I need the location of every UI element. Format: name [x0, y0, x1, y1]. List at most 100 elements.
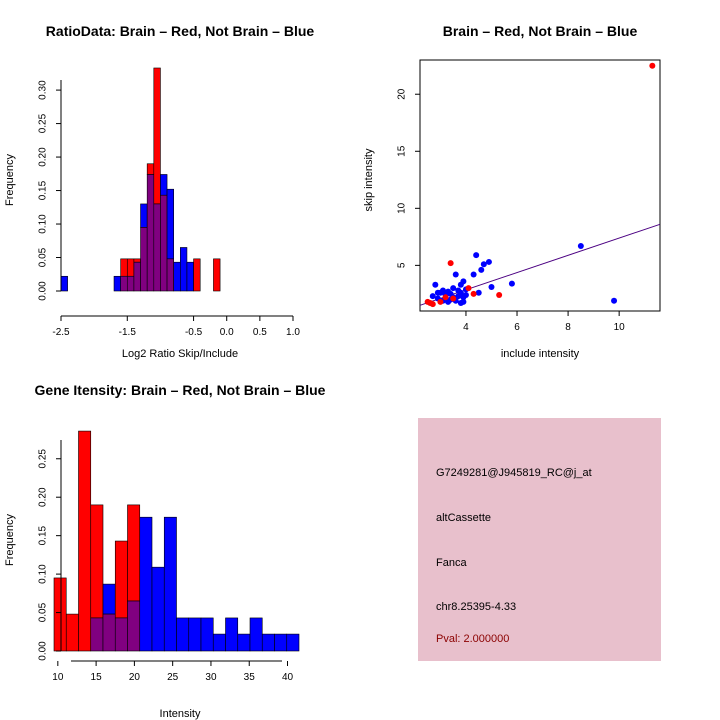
event-type-text: altCassette [436, 512, 491, 524]
probe-id-text: G7249281@J945819_RC@j_at [436, 467, 592, 479]
scatter-point-brain [450, 295, 457, 302]
scatter-point-brain [437, 298, 444, 305]
ratio-x-tick-label: -1.5 [119, 327, 137, 338]
gene-y-tick-label: 0.20 [38, 487, 49, 507]
ratio-y-tick-label: 0.15 [38, 180, 49, 200]
scatter-y-tick-label: 5 [397, 262, 408, 268]
ratio-y-tick-label: 0.25 [38, 113, 49, 133]
gene-bar-brain [127, 504, 141, 602]
ratio-bar-not-brain [113, 275, 121, 292]
gene-y-tick-label: 0.10 [38, 564, 49, 584]
ratio-x-tick-label: -2.5 [52, 327, 70, 338]
ratio-bar-brain [133, 258, 141, 263]
ratio-bar-overlap [160, 194, 168, 292]
gene-bars [53, 430, 300, 652]
pval-text: Pval: 2.000000 [436, 633, 509, 645]
ratio-y-ticks: 0.00 0.05 0.10 0.15 0.20 0.25 0.30 [38, 80, 61, 301]
gene-bar-not-brain [212, 633, 226, 652]
scatter-y-tick-label: 20 [397, 88, 408, 100]
scatter-point-not-brain [462, 292, 469, 299]
ratio-bar-overlap [140, 227, 148, 292]
gene-bar-overlap [102, 613, 116, 652]
gene-bar-not-brain [261, 633, 275, 652]
scatter-point-brain [496, 292, 503, 299]
scatter-point-not-brain [434, 289, 441, 296]
gene-bar-brain [114, 540, 128, 619]
gene-y-tick-label: 0.15 [38, 525, 49, 545]
ratio-bar-not-brain [186, 261, 194, 292]
gene-bar-not-brain [151, 566, 165, 652]
ratio-bar-overlap [120, 275, 128, 292]
scatter-point-not-brain [460, 278, 467, 285]
scatter-point-not-brain [470, 271, 477, 278]
gene-bar-brain [90, 504, 104, 619]
gene-bar-not-brain [102, 583, 116, 615]
info-panel: G7249281@J945819_RC@j_at altCassette Fan… [418, 418, 661, 661]
gene-bar-not-brain [163, 516, 177, 652]
ratio-bar-overlap [153, 203, 161, 292]
scatter-point-not-brain [452, 271, 459, 278]
ratio-x-tick-label: 0.5 [253, 327, 267, 338]
gene-y-tick-label: 0.25 [38, 449, 49, 469]
ratio-x-tick-label: 0.0 [220, 327, 234, 338]
scatter-x-tick-label: 4 [463, 322, 469, 333]
scatter-panel: Brain – Red, Not Brain – Blue 4 6 8 10 5 10 1… [363, 23, 661, 360]
gene-bar-overlap [127, 600, 141, 652]
scatter-y-ticks: 5 10 15 20 [397, 88, 420, 268]
scatter-point-not-brain [478, 266, 485, 273]
gene-chart-title: Gene Itensity: Brain – Red, Not Brain – … [35, 382, 326, 398]
gene-y-tick-label: 0.00 [38, 641, 49, 661]
scatter-point-not-brain [508, 280, 515, 287]
gene-name-text: Fanca [436, 557, 467, 569]
scatter-point-brain [470, 290, 477, 297]
ratio-bar-not-brain [160, 174, 168, 196]
gene-x-tick-label: 25 [167, 672, 179, 683]
gene-bar-not-brain [274, 633, 288, 652]
scatter-x-tick-label: 6 [514, 322, 520, 333]
ratio-y-tick-label: 0.30 [38, 80, 49, 100]
gene-y-ticks: 0.00 0.05 0.10 0.15 0.20 0.25 [38, 449, 61, 661]
ratio-y-tick-label: 0.10 [38, 214, 49, 234]
ratio-bar-not-brain [180, 247, 188, 292]
ratio-bar-not-brain [166, 188, 174, 260]
gene-bar-not-brain [225, 617, 239, 652]
ratio-bar-brain [146, 163, 155, 175]
gene-bar-overlap [114, 617, 128, 652]
scatter-y-tick-label: 15 [397, 145, 408, 157]
ratio-bars [60, 67, 221, 292]
gene-bar-not-brain [237, 633, 251, 652]
scatter-point-not-brain [480, 261, 487, 268]
scatter-point-not-brain [485, 258, 492, 265]
gene-bar-not-brain [139, 516, 153, 652]
gene-x-label: Intensity [160, 708, 201, 720]
gene-x-tick-label: 15 [91, 672, 103, 683]
ratio-bar-not-brain [140, 203, 148, 228]
scatter-point-not-brain [473, 252, 480, 259]
scatter-point-brain [447, 260, 454, 267]
ratio-bar-overlap [166, 258, 174, 292]
ratio-y-label: Frequency [4, 154, 16, 206]
scatter-point-not-brain [429, 293, 436, 300]
scatter-point-not-brain [450, 285, 457, 292]
gene-histogram-panel: Gene Itensity: Brain – Red, Not Brain – … [4, 382, 326, 720]
scatter-point-brain [429, 301, 436, 308]
ratio-bar-overlap [146, 174, 155, 292]
ratio-bar-overlap [133, 261, 141, 292]
scatter-point-not-brain [577, 242, 584, 249]
gene-y-tick-label: 0.05 [38, 602, 49, 622]
scatter-point-brain [442, 294, 449, 301]
scatter-fit-line [419, 223, 661, 306]
ratio-x-label: Log2 Ratio Skip/Include [122, 348, 238, 360]
ratio-bar-not-brain [60, 275, 68, 292]
ratio-bar-overlap [126, 275, 135, 292]
gene-x-tick-label: 40 [282, 672, 294, 683]
scatter-plot-box [419, 59, 661, 312]
ratio-x-tick-label: -0.5 [185, 327, 203, 338]
scatter-point-not-brain [439, 287, 446, 294]
ratio-histogram-panel: RatioData: Brain – Red, Not Brain – Blue… [4, 23, 314, 360]
gene-y-label: Frequency [4, 514, 16, 566]
gene-bar-not-brain [188, 617, 202, 652]
ratio-chart-title: RatioData: Brain – Red, Not Brain – Blue [46, 23, 315, 39]
gene-x-tick-label: 35 [244, 672, 256, 683]
scatter-points [424, 62, 656, 308]
